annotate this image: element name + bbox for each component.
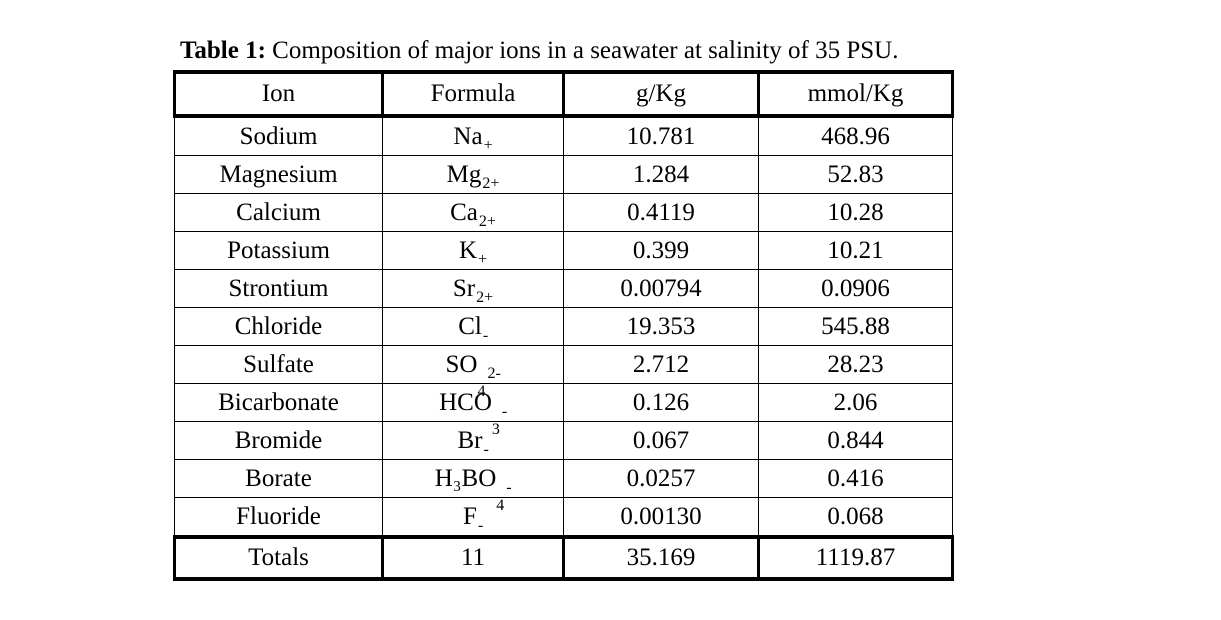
totals-formula: 11 — [381, 535, 565, 581]
table-body: Sodium Na +10.781 468.96 Magnesium Mg 2+ 1.284 5… — [174, 115, 953, 538]
ion-name-cell: Bicarbonate — [174, 383, 383, 422]
header-g-kg: g/Kg — [562, 70, 760, 118]
formula-base: Cl — [458, 312, 482, 340]
table-row: Chloride Cl - 19.353 545.88 — [174, 307, 953, 346]
ion-formula: Sr 2+ — [452, 274, 494, 306]
header-formula: Formula — [381, 70, 565, 118]
ion-name-cell: Potassium — [174, 231, 383, 270]
ion-formula: SO 4 2- — [445, 350, 501, 400]
g-per-kg-cell: 0.067 — [563, 421, 759, 460]
table-row: Magnesium Mg 2+ 1.284 52.83 — [174, 155, 953, 194]
ion-composition-table: Ion Formula g/Kg mmol/Kg Sodium Na + 10.781… — [173, 70, 954, 581]
formula-cell: Ca 2+ — [382, 193, 564, 232]
formula-cell: Mg 2+ — [382, 155, 564, 194]
g-per-kg-cell: 0.00794 — [563, 269, 759, 308]
caption-text: Composition of major ions in a seawater … — [265, 37, 899, 64]
table-row: Calcium Ca 2+ 0.4119 10.28 — [174, 193, 953, 232]
formula-cell: Na + — [382, 115, 564, 156]
table-header: Ion Formula g/Kg mmol/Kg — [173, 70, 954, 118]
formula-cell: HCO 3- — [382, 383, 564, 438]
table-row: Bicarbonate HCO 3- 0.126 2.06 — [174, 383, 953, 438]
formula-cell: K + — [382, 231, 564, 270]
ion-formula: H₃BO 4- — [434, 464, 512, 514]
formula-cell: SO 4 2- — [382, 345, 564, 400]
mmol-per-kg-cell: 0.416 — [758, 459, 953, 498]
formula-base: K — [458, 236, 478, 264]
mmol-per-kg-cell: 0.844 — [758, 421, 953, 460]
ion-name-cell: Borate — [174, 459, 383, 498]
g-per-kg-cell: 19.353 — [563, 307, 759, 346]
mmol-per-kg-cell: 28.23 — [758, 345, 953, 384]
table-row: Bromide Br - 0.067 0.844 — [174, 421, 953, 460]
g-per-kg-cell: 10.781 — [563, 115, 759, 156]
ion-name-cell: Sulfate — [174, 345, 383, 384]
totals-mmol-kg: 1119.87 — [757, 535, 954, 581]
g-per-kg-cell: 0.4119 — [563, 193, 759, 232]
ion-formula: K + — [458, 236, 488, 268]
header-mmol-kg: mmol/Kg — [757, 70, 954, 118]
g-per-kg-cell: 0.126 — [563, 383, 759, 422]
ion-name-cell: Calcium — [174, 193, 383, 232]
formula-base: Ca — [450, 198, 478, 226]
mmol-per-kg-cell: 545.88 — [758, 307, 953, 346]
table-row: Fluoride F - 0.00130 0.068 — [174, 497, 953, 538]
totals-row: Totals 11 35.169 1119.87 — [173, 535, 954, 581]
totals-label: Totals — [173, 535, 384, 581]
formula-base: Na — [453, 122, 483, 150]
formula-base: HCO — [439, 388, 492, 416]
formula-cell: Cl - — [382, 307, 564, 346]
mmol-per-kg-cell: 52.83 — [758, 155, 953, 194]
formula-cell: Br - — [382, 421, 564, 460]
table-row: Borate H₃BO 4- 0.0257 0.416 — [174, 459, 953, 514]
ion-formula: Na + — [453, 122, 493, 154]
formula-base: Mg — [446, 160, 482, 188]
table-caption: Table 1: Composition of major ions in a … — [180, 36, 898, 66]
ion-formula: Mg 2+ — [446, 160, 500, 192]
caption-label: Table 1: — [180, 37, 266, 64]
mmol-per-kg-cell: 0.0906 — [758, 269, 953, 308]
formula-cell: F- — [382, 497, 564, 538]
formula-cell: H₃BO 4- — [382, 459, 564, 514]
header-row: Ion Formula g/Kg mmol/Kg — [173, 70, 954, 118]
table-row: Sulfate SO 4 2- 2.712 28.23 — [174, 345, 953, 400]
table-row: Sodium Na + 10.781 468.96 — [174, 115, 953, 156]
formula-cell: Sr 2+ — [382, 269, 564, 308]
table-row: Potassium K + 0.399 10.21 — [174, 231, 953, 270]
table-footer: Totals 11 35.169 1119.87 — [173, 535, 954, 581]
mmol-per-kg-cell: 10.21 — [758, 231, 953, 270]
g-per-kg-cell: 0.0257 — [563, 459, 759, 498]
ion-formula: Br - — [457, 426, 489, 458]
ion-formula: Cl - — [458, 312, 489, 344]
mmol-per-kg-cell: 0.068 — [758, 497, 953, 538]
ion-name-cell: Fluoride — [174, 497, 383, 538]
totals-g-kg: 35.169 — [562, 535, 760, 581]
header-ion: Ion — [173, 70, 384, 118]
ion-name-cell: Chloride — [174, 307, 383, 346]
formula-base: Br — [457, 426, 483, 454]
mmol-per-kg-cell: 10.28 — [758, 193, 953, 232]
ion-name-cell: Magnesium — [174, 155, 383, 194]
g-per-kg-cell: 1.284 — [563, 155, 759, 194]
g-per-kg-cell: 0.399 — [563, 231, 759, 270]
ion-name-cell: Strontium — [174, 269, 383, 308]
formula-base: SO — [445, 350, 478, 378]
ion-formula: F- — [463, 502, 484, 534]
table-row: Strontium Sr 2+ 0.00794 0.0906 — [174, 269, 953, 308]
formula-base: Sr — [452, 274, 476, 302]
formula-base: H₃BO — [434, 464, 497, 492]
ion-name-cell: Sodium — [174, 115, 383, 156]
mmol-per-kg-cell: 2.06 — [758, 383, 953, 422]
ion-name-cell: Bromide — [174, 421, 383, 460]
formula-base: F — [463, 502, 477, 530]
ion-formula: Ca 2+ — [450, 198, 496, 230]
ion-formula: HCO 3- — [439, 388, 508, 438]
g-per-kg-cell: 0.00130 — [563, 497, 759, 538]
mmol-per-kg-cell: 468.96 — [758, 115, 953, 156]
g-per-kg-cell: 2.712 — [563, 345, 759, 384]
